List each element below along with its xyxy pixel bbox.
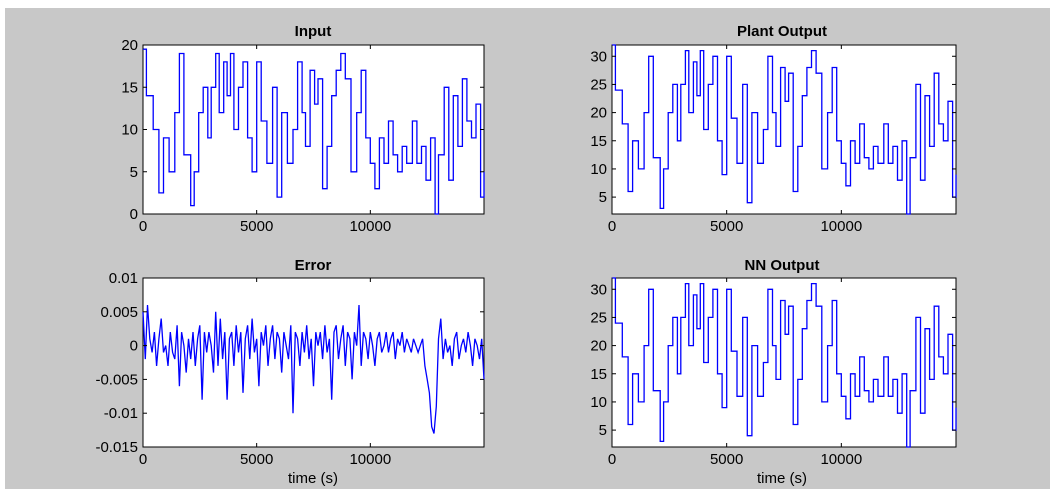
x-tick-label: 5000: [710, 218, 743, 235]
chart-marks: 0 5000 10000 5 10 15 20 25 30: [590, 44, 957, 235]
y-tick-label: 10: [590, 394, 607, 411]
x-tick-label: 10000: [349, 218, 391, 235]
plot-area: [611, 44, 957, 215]
y-tick-label: 0.005: [100, 304, 138, 321]
subplot-input: Input 0 5000 10000 0 5 10 15 20: [121, 23, 485, 235]
y-tick-label: 15: [590, 366, 607, 383]
y-tick-label: -0.005: [95, 371, 138, 388]
y-tick-label: 25: [590, 76, 607, 93]
y-tick-label: 15: [590, 133, 607, 150]
y-tick-label: 5: [599, 189, 607, 206]
y-tick-label: 15: [121, 79, 138, 96]
x-tick-label: 10000: [820, 451, 862, 468]
y-tick-label: 10: [121, 122, 138, 139]
subplot-error: Error 0 5000 10000-0.015-0.01-0.00500.0050…: [95, 257, 485, 487]
chart-title: Error: [295, 257, 332, 274]
x-tick-label: 10000: [349, 451, 391, 468]
chart-title: NN Output: [745, 257, 820, 274]
chart-title: Input: [295, 23, 332, 40]
y-tick-label: 5: [130, 164, 138, 181]
x-axis-label: time (s): [288, 470, 338, 487]
y-tick-label: 0: [130, 338, 138, 355]
y-tick-label: 30: [590, 281, 607, 298]
chart-title: Plant Output: [737, 23, 827, 40]
x-tick-label: 0: [139, 218, 147, 235]
series-line: [143, 48, 485, 215]
x-tick-label: 0: [608, 218, 616, 235]
x-tick-label: 10000: [820, 218, 862, 235]
y-tick-label: 0: [130, 206, 138, 223]
y-tick-label: -0.015: [95, 439, 138, 456]
x-tick-label: 5000: [240, 451, 273, 468]
y-tick-label: 5: [599, 422, 607, 439]
y-tick-label: 0.01: [109, 270, 138, 287]
y-tick-label: 20: [590, 105, 607, 122]
chart-marks: 0 5000 10000 0 5 10 15 20: [121, 37, 485, 235]
series-line: [612, 277, 957, 448]
plot-area: [611, 277, 957, 448]
y-tick-label: 20: [121, 37, 138, 54]
subplot-nn-output: NN Output 0 5000 10000 5 10 15 20 25 30 time (s): [590, 257, 957, 487]
y-tick-label: 25: [590, 309, 607, 326]
series-line: [612, 44, 957, 215]
y-tick-label: 20: [590, 338, 607, 355]
x-axis-label: time (s): [757, 470, 807, 487]
x-tick-label: 5000: [710, 451, 743, 468]
x-tick-label: 5000: [240, 218, 273, 235]
chart-marks: 0 5000 10000 5 10 15 20 25 30: [590, 277, 957, 468]
series-line: [142, 304, 485, 434]
y-tick-label: -0.01: [104, 405, 138, 422]
plot-area: [142, 277, 485, 448]
y-tick-label: 10: [590, 161, 607, 178]
subplot-plant-output: Plant Output 0 5000 10000 5 10 15 20 25 30: [590, 23, 957, 235]
chart-marks: 0 5000 10000 -0.015 -0.01 -0.005 0 0.005 0.01: [95, 270, 485, 468]
x-tick-label: 0: [608, 451, 616, 468]
x-tick-label: 0: [139, 451, 147, 468]
y-tick-label: 30: [590, 48, 607, 65]
plot-area: [142, 44, 485, 215]
